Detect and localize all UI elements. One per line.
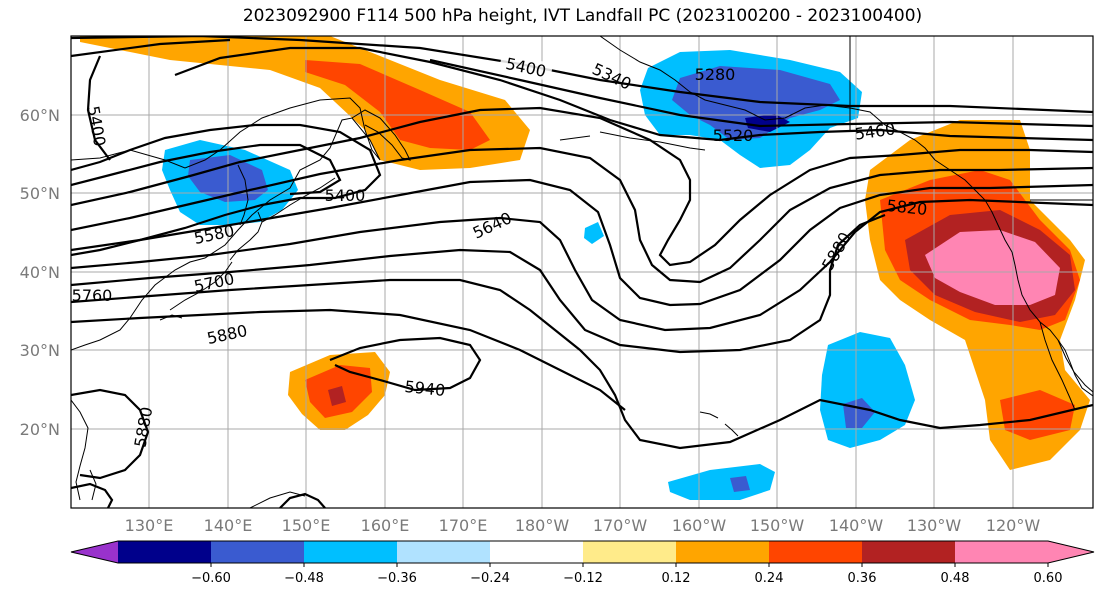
lon-label: 140°W: [829, 516, 884, 535]
coastline-sakhalin: [237, 164, 249, 226]
colorbar-outline: [70, 540, 1095, 564]
colorbar-tick-label: −0.12: [563, 571, 603, 586]
lat-label: 60°N: [20, 106, 60, 125]
lon-label: 120°W: [986, 516, 1041, 535]
coastline-kurils: [261, 177, 336, 223]
lon-label: 130°W: [907, 516, 962, 535]
contour-label: 5400: [325, 186, 366, 205]
lon-label: 150°W: [750, 516, 805, 535]
map-frame: [70, 35, 1094, 509]
contour-line: [71, 143, 342, 196]
lat-label: 30°N: [20, 341, 60, 360]
contour-line: [71, 123, 382, 257]
lon-label: 130°E: [125, 516, 174, 535]
colorbar-extend-max: [1048, 541, 1094, 563]
latitude-labels: 60°N 50°N 40°N 30°N 20°N: [20, 106, 60, 439]
coastline-mexico: [1057, 339, 1093, 393]
lon-label: 140°E: [204, 516, 253, 535]
ivt-negative-region: [668, 464, 775, 500]
coastline-us-west: [1011, 251, 1093, 397]
contour-line: [71, 388, 150, 480]
colorbar-tick-label: 0.12: [662, 571, 691, 586]
colorbar-tick-label: 0.24: [755, 571, 784, 586]
ivt-negative-region: [820, 332, 915, 448]
contour-line: [71, 278, 1093, 450]
coastline-papua: [249, 491, 306, 508]
colorbar-swatch: [304, 541, 398, 563]
colorbar-tick-label: −0.24: [470, 571, 510, 586]
colorbar-swatch: [211, 541, 305, 563]
lon-label: 160°E: [361, 516, 410, 535]
ivt-positive-region: [925, 230, 1060, 305]
contour-label: 5820: [886, 196, 928, 219]
ivt-negative-region: [730, 476, 750, 492]
colorbar-swatch: [862, 541, 956, 563]
contour-line: [174, 46, 1093, 142]
contour-line: [71, 146, 1093, 284]
lon-label: 170°E: [439, 516, 488, 535]
contour-label: 5760: [72, 286, 113, 305]
colorbar-extend-min: [71, 541, 118, 563]
contour-label: 5520: [713, 126, 754, 145]
colorbar-tick-label: −0.48: [284, 571, 324, 586]
coastline-hawaii: [699, 411, 739, 437]
colorbar-swatch: [583, 541, 677, 563]
coastline-philippines: [71, 399, 97, 501]
contour-line: [71, 38, 1093, 128]
lon-label: 170°W: [593, 516, 648, 535]
contour-label: 5940: [404, 377, 446, 400]
colorbar-swatch: [490, 541, 584, 563]
lon-label: 150°E: [282, 516, 331, 535]
colorbar-tick-label: 0.60: [1034, 571, 1063, 586]
colorbar-tick-label: −0.36: [377, 571, 417, 586]
longitude-labels: 130°E 140°E 150°E 160°E 170°E 180°W 170°…: [125, 516, 1041, 535]
lon-label: 160°W: [672, 516, 727, 535]
contour-line: [86, 55, 111, 161]
contour-line: [71, 106, 1093, 267]
border-canada-us: [849, 36, 1093, 201]
contour-line: [329, 336, 482, 392]
ivt-negative-region: [672, 66, 840, 140]
contour-line: [279, 492, 326, 508]
colorbar-swatch: [118, 541, 212, 563]
contour-line: [71, 482, 114, 508]
contour-label: 5280: [695, 65, 736, 84]
contour-line: [71, 308, 626, 411]
coastline-kamchatka: [351, 109, 411, 161]
lat-label: 50°N: [20, 184, 60, 203]
ivt-positive-region: [305, 60, 490, 150]
coastline-baja: [1039, 321, 1076, 411]
colorbar: −0.60 −0.48 −0.36 −0.24 −0.12 0.12 0.24 0.36 0.4…: [70, 540, 1095, 586]
colorbar-tick-label: 0.48: [941, 571, 970, 586]
contour-line: [71, 178, 1093, 307]
map-title: 2023092900 F114 500 hPa height, IVT Land…: [242, 6, 923, 26]
lat-label: 20°N: [20, 420, 60, 439]
ivt-positive-region: [1000, 390, 1075, 440]
ivt-negative-region: [584, 222, 604, 244]
colorbar-swatch: [397, 541, 491, 563]
colorbar-swatch: [769, 541, 863, 563]
lon-label: 180°W: [515, 516, 570, 535]
colorbar-tick-label: −0.60: [191, 571, 231, 586]
ivt-shading: [80, 36, 1090, 500]
colorbar-swatch: [676, 541, 770, 563]
colorbar-swatch: [955, 541, 1049, 563]
contour-label-background: [498, 52, 554, 82]
contour-line: [71, 213, 886, 354]
ivt-positive-region: [328, 386, 346, 406]
lat-label: 40°N: [20, 263, 60, 282]
graticule: [71, 36, 1093, 508]
contour-line: [71, 36, 1093, 114]
height-contours: [71, 36, 1093, 508]
colorbar-tick-label: 0.36: [848, 571, 877, 586]
